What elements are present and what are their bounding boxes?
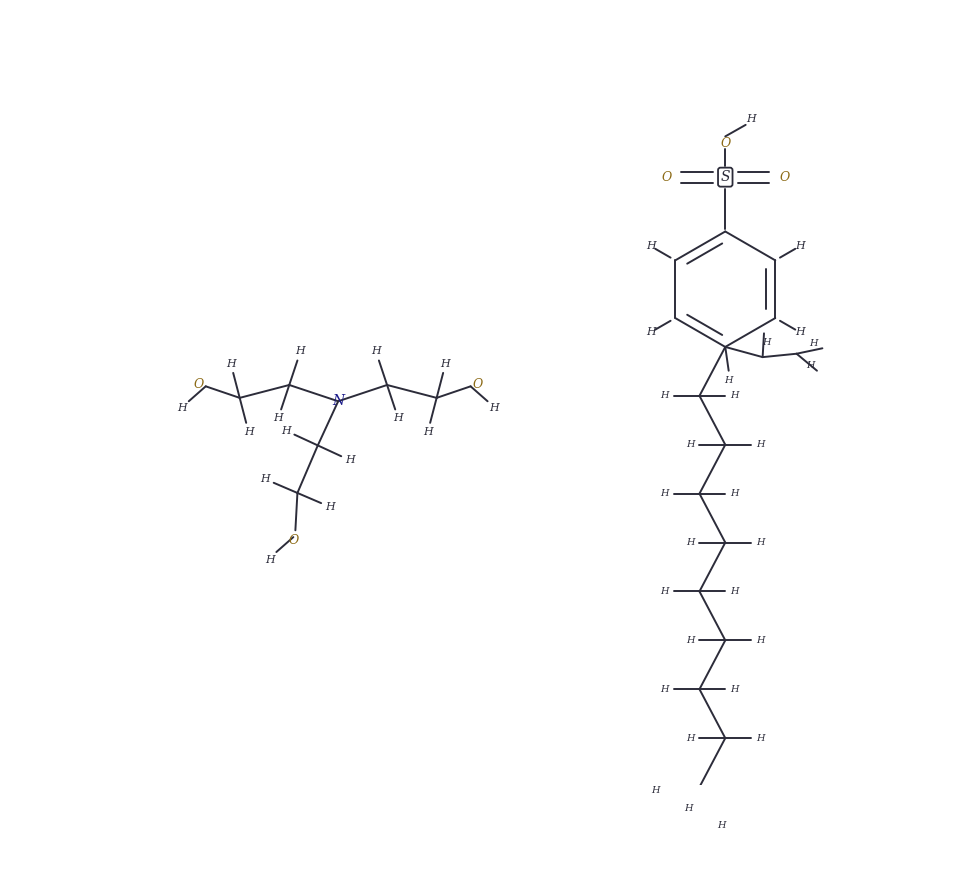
Text: H: H	[746, 115, 756, 124]
Text: O: O	[194, 378, 204, 392]
Text: H: H	[394, 414, 403, 423]
Text: H: H	[684, 804, 693, 812]
Text: H: H	[273, 414, 283, 423]
Text: H: H	[686, 734, 695, 743]
Text: H: H	[441, 359, 450, 369]
Text: H: H	[226, 359, 236, 369]
Text: H: H	[281, 426, 290, 436]
Text: H: H	[757, 538, 764, 547]
Text: H: H	[345, 455, 354, 465]
Text: H: H	[264, 555, 274, 565]
Text: O: O	[472, 378, 483, 392]
Text: H: H	[731, 684, 739, 694]
Text: H: H	[757, 734, 764, 743]
Text: O: O	[661, 170, 672, 183]
Text: H: H	[731, 490, 739, 498]
Text: H: H	[810, 339, 818, 348]
Text: H: H	[731, 392, 739, 400]
Text: S: S	[720, 170, 730, 184]
Text: H: H	[660, 587, 669, 596]
Text: H: H	[490, 403, 499, 413]
Text: H: H	[260, 474, 270, 484]
Text: H: H	[795, 241, 805, 251]
Text: H: H	[757, 440, 764, 449]
Text: H: H	[646, 241, 655, 251]
Text: H: H	[731, 587, 739, 596]
Text: H: H	[762, 338, 770, 347]
Text: H: H	[177, 403, 187, 413]
Text: H: H	[757, 636, 764, 645]
Text: H: H	[718, 821, 725, 830]
Text: H: H	[795, 327, 805, 337]
Text: N: N	[332, 394, 344, 408]
Text: H: H	[371, 347, 380, 356]
Text: H: H	[660, 490, 669, 498]
Text: H: H	[660, 684, 669, 694]
Text: O: O	[779, 170, 789, 183]
Text: H: H	[686, 636, 695, 645]
Text: H: H	[651, 786, 660, 795]
Text: H: H	[325, 502, 334, 512]
Text: H: H	[806, 362, 814, 370]
Text: H: H	[646, 327, 655, 337]
Text: H: H	[686, 440, 695, 449]
Text: O: O	[720, 137, 730, 150]
Text: H: H	[724, 377, 733, 385]
Text: H: H	[686, 538, 695, 547]
Text: H: H	[660, 392, 669, 400]
Text: H: H	[296, 347, 306, 356]
Text: H: H	[243, 427, 254, 437]
Text: H: H	[422, 427, 433, 437]
Text: O: O	[289, 534, 299, 547]
